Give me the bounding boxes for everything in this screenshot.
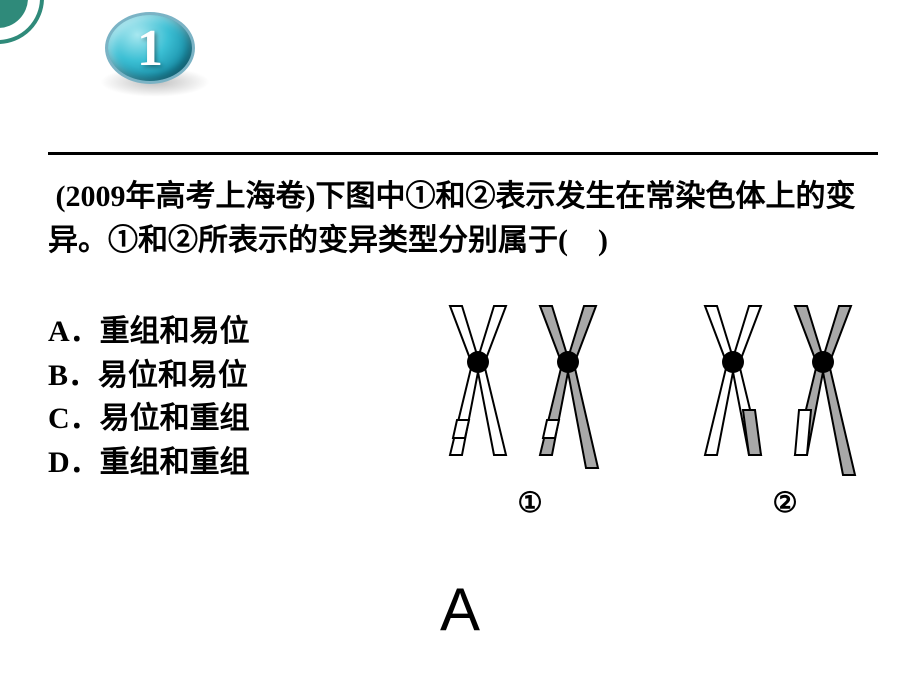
option-b: B．易位和易位 (48, 354, 250, 398)
option-a: A．重组和易位 (48, 310, 250, 354)
chromosome-diagram: ① ② (430, 300, 900, 530)
question-prefix: (2009年高考上海卷) (56, 180, 316, 213)
question-number-badge: 1 (95, 12, 215, 102)
chromosome-svg-2 (685, 300, 885, 480)
corner-decoration (0, 0, 60, 60)
group-1-label: ① (430, 486, 630, 520)
chromosome-group-2: ② (685, 300, 885, 520)
group-2-label: ② (685, 486, 885, 520)
divider-line (48, 152, 878, 155)
answer-options: A．重组和易位 B．易位和易位 C．易位和重组 D．重组和重组 (48, 310, 250, 484)
answer-letter: A (0, 575, 920, 644)
chromosome-svg-1 (430, 300, 630, 480)
option-d: D．重组和重组 (48, 441, 250, 485)
question-text: (2009年高考上海卷)下图中①和②表示发生在常染色体上的变异。①和②所表示的变… (48, 175, 878, 262)
badge-oval: 1 (105, 12, 195, 84)
chromosome-group-1: ① (430, 300, 630, 520)
option-c: C．易位和重组 (48, 397, 250, 441)
badge-number: 1 (137, 19, 163, 78)
